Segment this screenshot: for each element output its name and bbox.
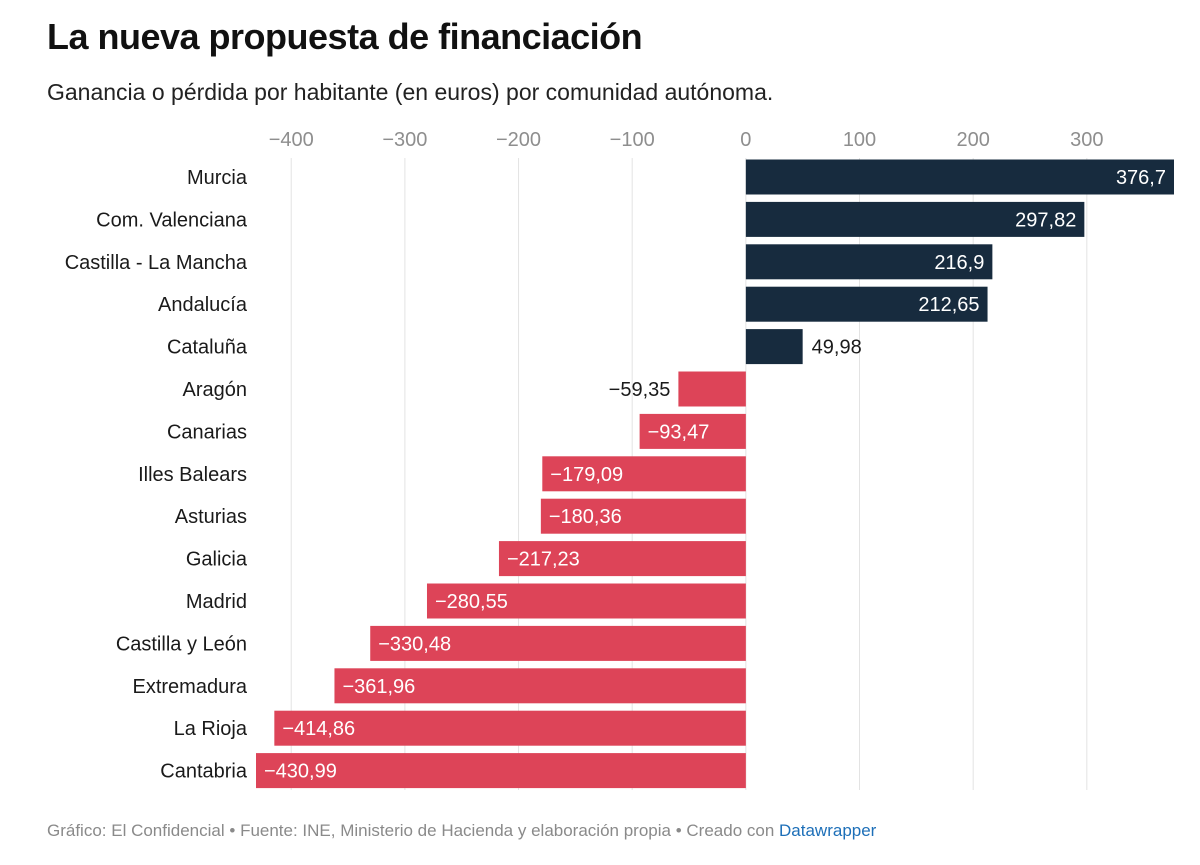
bars	[256, 159, 1174, 789]
x-tick-label: 300	[1070, 129, 1103, 151]
category-label: Galicia	[186, 549, 248, 571]
value-label: −93,47	[648, 421, 710, 443]
value-label: −361,96	[342, 676, 415, 698]
footer-credit: Gráfico: El Confidencial	[47, 821, 225, 840]
x-tick-label: −300	[382, 129, 427, 151]
x-tick-label: −400	[269, 129, 314, 151]
bar	[370, 625, 746, 661]
bar	[745, 201, 1085, 237]
x-tick-label: −100	[610, 129, 655, 151]
category-label: Madrid	[186, 591, 247, 613]
category-label: Canarias	[167, 421, 247, 443]
bar	[745, 159, 1174, 195]
value-label: 297,82	[1015, 209, 1076, 231]
value-label: −217,23	[507, 549, 580, 571]
chart-title: La nueva propuesta de financiación	[47, 16, 643, 57]
bar-chart: −400 −300 −200 −100 0 100 200 300 Murcia Com. Va…	[65, 129, 1174, 790]
value-label: −179,09	[550, 464, 623, 486]
footer-separator: •	[675, 821, 682, 840]
category-label: Asturias	[175, 506, 247, 528]
bar	[334, 668, 746, 704]
chart-footer: Gráfico: El Confidencial • Fuente: INE, …	[47, 821, 876, 841]
value-labels: 376,7 297,82 216,9 212,65 49,98 −59,35 −93,47 −…	[264, 167, 1166, 783]
category-label: Castilla y León	[116, 633, 247, 655]
datawrapper-link[interactable]: Datawrapper	[779, 821, 877, 840]
category-labels: Murcia Com. Valenciana Castilla - La Manch…	[65, 167, 248, 783]
category-label: Andalucía	[158, 294, 248, 316]
x-tick-label: 0	[740, 129, 751, 151]
value-label: 376,7	[1116, 167, 1166, 189]
bar	[639, 413, 746, 449]
footer-source: Fuente: INE, Ministerio de Hacienda y el…	[240, 821, 671, 840]
category-label: Cantabria	[160, 761, 248, 783]
bar	[498, 541, 746, 577]
x-tick-label: 200	[956, 129, 989, 151]
bar	[274, 710, 746, 746]
footer-created: Creado con	[686, 821, 775, 840]
value-label: 216,9	[934, 252, 984, 274]
category-label: Aragón	[183, 379, 248, 401]
value-label: −59,35	[609, 379, 671, 401]
bar	[540, 498, 746, 534]
value-label: −430,99	[264, 761, 337, 783]
value-label: 49,98	[812, 337, 862, 359]
chart-subtitle: Ganancia o pérdida por habitante (en eur…	[47, 79, 774, 105]
value-label: −180,36	[549, 506, 622, 528]
bar	[256, 753, 746, 789]
value-label: −330,48	[378, 633, 451, 655]
footer-separator: •	[229, 821, 236, 840]
x-tick-label: 100	[843, 129, 876, 151]
bar	[542, 456, 746, 492]
category-label: Murcia	[187, 167, 248, 189]
bar	[745, 286, 988, 322]
category-label: Castilla - La Mancha	[65, 252, 248, 274]
value-label: 212,65	[918, 294, 979, 316]
bar	[426, 583, 746, 619]
bar	[678, 371, 746, 407]
category-label: Com. Valenciana	[96, 209, 248, 231]
bar	[745, 244, 993, 280]
x-tick-label: −200	[496, 129, 541, 151]
value-label: −280,55	[435, 591, 508, 613]
x-axis-ticks: −400 −300 −200 −100 0 100 200 300	[269, 129, 1104, 151]
category-label: La Rioja	[174, 718, 248, 740]
category-label: Cataluña	[167, 337, 248, 359]
value-label: −414,86	[282, 718, 355, 740]
bar	[745, 329, 803, 365]
category-label: Extremadura	[133, 676, 248, 698]
category-label: Illes Balears	[138, 464, 247, 486]
